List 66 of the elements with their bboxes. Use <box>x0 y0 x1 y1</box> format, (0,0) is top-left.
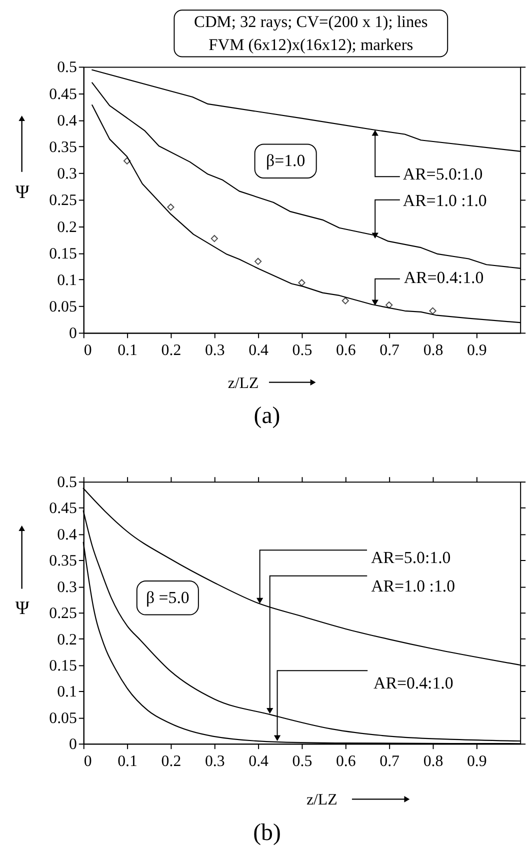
annotation: β=1.0 <box>266 151 306 170</box>
x-tick-label: 0.6 <box>336 342 356 360</box>
x-tick-label: 0.4 <box>248 342 269 360</box>
x-tick-label: 0.3 <box>204 342 225 360</box>
point <box>123 157 131 164</box>
point <box>342 297 349 304</box>
annotation: AR=1.0 :1.0 <box>402 190 487 210</box>
y-tick-label: 0.05 <box>49 298 77 316</box>
y-tick-label: 0.1 <box>57 684 77 701</box>
x-tick-label: 0.3 <box>204 752 225 770</box>
annotation: AR=5.0:1.0 <box>370 548 451 568</box>
x-tick-label: 0.4 <box>248 752 269 770</box>
y-tick-label: 0.45 <box>49 86 77 103</box>
text: (a) <box>254 403 280 430</box>
annotation: AR=5.0:1.0 <box>402 164 483 184</box>
x-tick-label: 0 <box>84 342 92 360</box>
annotation: AR=1.0 :1.0 <box>371 576 456 596</box>
y-tick-label: 0.3 <box>57 578 77 596</box>
y-tick-label: 0.4 <box>57 526 77 544</box>
y-tick-label: 0.15 <box>49 245 77 262</box>
y-tick-label: 0.05 <box>49 710 77 727</box>
x-axis-title: z/LZ <box>228 374 259 392</box>
y-tick-label: 0.2 <box>57 218 77 236</box>
point <box>429 307 436 314</box>
y-tick-label: 0.4 <box>57 112 77 130</box>
annotation: AR=0.4:1.0 <box>374 673 454 692</box>
text: (b) <box>253 820 281 846</box>
point <box>298 279 306 286</box>
x-tick-label: 0.6 <box>336 752 356 770</box>
x-tick-label: 0.8 <box>423 342 444 360</box>
y-tick-label: 0.25 <box>49 605 77 622</box>
y-tick-label: 0.3 <box>57 166 77 183</box>
y-tick-label: 0.25 <box>49 192 77 210</box>
x-tick-label: 0.7 <box>380 342 400 360</box>
x-tick-label: 0.2 <box>161 752 182 770</box>
y-tick-label: 0 <box>68 736 77 754</box>
y-tick-label: 0.1 <box>57 272 77 289</box>
y-tick-label: 0.15 <box>49 657 77 674</box>
x-tick-label: 0.5 <box>292 342 312 360</box>
x-tick-label: 0.7 <box>380 752 400 770</box>
y-tick-label: 0.2 <box>57 631 77 648</box>
point <box>386 301 393 309</box>
y-tick-label: 0.35 <box>49 138 77 156</box>
text: CDM; 32 rays; CV=(200 x 1); lines <box>194 12 428 31</box>
y-tick-label: 0.5 <box>57 59 77 76</box>
x-tick-label: 0.1 <box>118 752 138 770</box>
x-tick-label: 0.8 <box>423 752 444 770</box>
y-tick-label: 0 <box>68 325 77 342</box>
x-tick-label: 0.1 <box>118 342 138 360</box>
point <box>167 204 174 211</box>
point <box>254 258 262 265</box>
x-tick-label: 0.2 <box>161 342 182 360</box>
y-tick-label: 0.45 <box>49 500 77 518</box>
annotation: AR=0.4:1.0 <box>404 268 484 287</box>
y-tick-label: 0.35 <box>49 552 77 570</box>
x-axis-title: z/LZ <box>306 792 338 809</box>
y-axis-title: Ψ <box>15 182 30 204</box>
text: FVM (6x12)x(16x12); markers <box>208 35 414 54</box>
x-tick-label: 0 <box>84 752 92 770</box>
x-tick-label: 0.9 <box>466 752 487 770</box>
annotation: β =5.0 <box>146 588 190 607</box>
x-tick-label: 0.5 <box>292 752 312 770</box>
y-tick-label: 0.5 <box>57 474 77 492</box>
point <box>210 234 218 242</box>
y-axis-title: Ψ <box>15 598 30 619</box>
x-tick-label: 0.9 <box>466 342 487 360</box>
